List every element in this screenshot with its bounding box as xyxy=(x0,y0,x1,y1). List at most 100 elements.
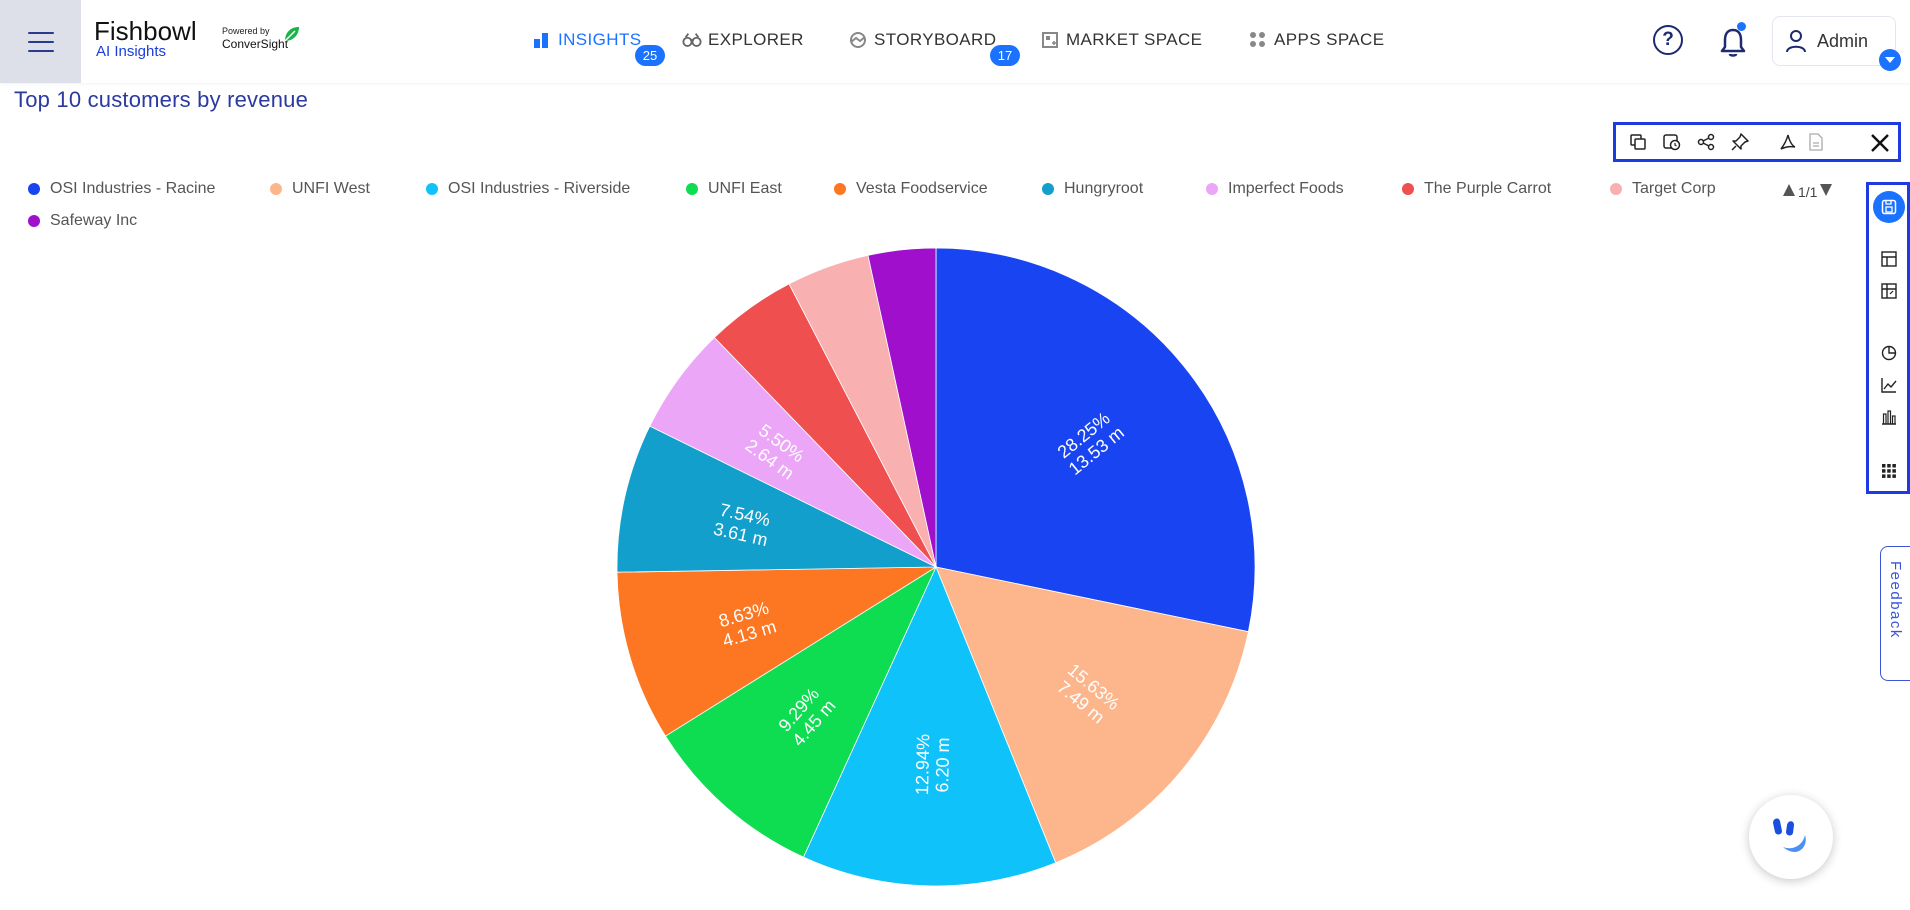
chart-legend: OSI Industries - Racine UNFI West OSI In… xyxy=(28,180,1848,240)
legend-label: Vesta Foodservice xyxy=(856,180,988,197)
schedule-icon[interactable] xyxy=(1662,132,1682,152)
copy-icon[interactable] xyxy=(1628,132,1648,152)
legend-item[interactable]: UNFI East xyxy=(686,180,782,198)
legend-item[interactable]: Vesta Foodservice xyxy=(834,180,988,198)
brand-logo[interactable]: Fishbowl AI Insights xyxy=(94,18,197,60)
storyboard-icon xyxy=(848,30,868,50)
legend-item[interactable]: The Purple Carrot xyxy=(1402,180,1551,198)
save-icon xyxy=(1881,199,1897,215)
slice-value-label: 6.20 m xyxy=(932,737,953,792)
bar-chart-icon[interactable] xyxy=(1879,407,1899,427)
nav-apps-space[interactable]: APPS SPACE xyxy=(1248,27,1384,53)
legend-swatch xyxy=(1402,183,1414,195)
pie-chart-icon[interactable] xyxy=(1879,343,1899,363)
legend-label: OSI Industries - Riverside xyxy=(448,180,631,197)
legend-item[interactable]: OSI Industries - Riverside xyxy=(426,180,630,198)
feedback-tab[interactable]: Feedback xyxy=(1880,546,1910,681)
slice-data-label: 12.94%6.20 m xyxy=(912,734,953,795)
legend-item[interactable]: Hungryroot xyxy=(1042,180,1143,198)
legend-label: OSI Industries - Racine xyxy=(50,180,216,197)
legend-swatch xyxy=(1042,183,1054,195)
pie-slice-3[interactable] xyxy=(664,565,937,858)
legend-swatch xyxy=(686,183,698,195)
legend-label: Target Corp xyxy=(1632,180,1716,197)
hamburger-menu-button[interactable] xyxy=(0,0,81,83)
page-title: Top 10 customers by revenue xyxy=(14,87,308,112)
legend-label: UNFI East xyxy=(708,180,782,197)
legend-next-arrow-icon[interactable] xyxy=(1819,183,1833,200)
legend-label: UNFI West xyxy=(292,180,370,197)
legend-prev-arrow-icon[interactable] xyxy=(1782,183,1796,200)
legend-swatch xyxy=(426,183,438,195)
pin-icon[interactable] xyxy=(1730,132,1750,152)
legend-swatch xyxy=(270,183,282,195)
nav-apps-space-label: APPS SPACE xyxy=(1274,30,1385,49)
legend-swatch xyxy=(1206,183,1218,195)
pdf-export-icon[interactable] xyxy=(1778,132,1798,152)
legend-swatch xyxy=(28,183,40,195)
pie-slice-1[interactable] xyxy=(935,566,1249,864)
assistant-bot-icon xyxy=(1773,818,1806,852)
user-icon xyxy=(1786,30,1806,53)
brand-name: Fishbowl xyxy=(94,16,197,46)
legend-item[interactable]: UNFI West xyxy=(270,180,370,198)
legend-label: Safeway Inc xyxy=(50,212,138,229)
legend-item[interactable]: Imperfect Foods xyxy=(1206,180,1344,198)
chart-toolbar xyxy=(1613,122,1901,162)
bell-icon xyxy=(1720,28,1746,57)
legend-item[interactable]: Target Corp xyxy=(1610,180,1716,198)
legend-swatch xyxy=(834,183,846,195)
legend-pager: 1/1 xyxy=(1782,183,1833,200)
save-button[interactable] xyxy=(1873,191,1905,223)
more-charts-grid-icon[interactable] xyxy=(1879,461,1899,481)
powered-by: Powered by ConverSight xyxy=(222,26,299,51)
chevron-down-icon[interactable] xyxy=(1879,49,1901,71)
pie-slice-0[interactable] xyxy=(935,247,1256,633)
legend-label: The Purple Carrot xyxy=(1424,180,1552,197)
legend-item[interactable]: OSI Industries - Racine xyxy=(28,180,215,198)
nav-market-space-label: MARKET SPACE xyxy=(1066,30,1203,49)
pie-slice-9[interactable] xyxy=(867,247,937,568)
pie-slice-4[interactable] xyxy=(616,566,938,737)
pie-slice-2[interactable] xyxy=(802,565,1057,887)
apps-grid-icon xyxy=(1248,30,1268,50)
legend-swatch xyxy=(1610,183,1622,195)
notification-dot xyxy=(1737,22,1746,31)
assistant-chat-button[interactable] xyxy=(1749,795,1833,879)
help-icon: ? xyxy=(1662,29,1674,50)
insights-bar-icon xyxy=(532,30,552,50)
share-icon[interactable] xyxy=(1696,132,1716,152)
nav-explorer-label: EXPLORER xyxy=(708,30,804,49)
nav-market-space[interactable]: MARKET SPACE xyxy=(1040,27,1202,53)
chart-type-panel xyxy=(1866,182,1910,494)
legend-label: Hungryroot xyxy=(1064,180,1144,197)
insights-count-badge: 25 xyxy=(635,45,665,66)
legend-swatch xyxy=(28,215,40,227)
notifications-button[interactable] xyxy=(1718,22,1748,58)
hamburger-icon xyxy=(27,31,54,52)
legend-item[interactable]: Safeway Inc xyxy=(28,212,137,230)
legend-label: Imperfect Foods xyxy=(1228,180,1344,197)
top-header: Fishbowl AI Insights Powered by ConverSi… xyxy=(0,0,1910,83)
line-chart-icon[interactable] xyxy=(1879,375,1899,395)
document-export-icon[interactable] xyxy=(1806,132,1826,152)
legend-page-indicator: 1/1 xyxy=(1798,183,1818,200)
feedback-label: Feedback xyxy=(1887,561,1904,639)
market-space-icon xyxy=(1040,30,1060,50)
table-view-icon[interactable] xyxy=(1879,249,1899,269)
help-button[interactable]: ? xyxy=(1653,25,1683,55)
nav-insights-label: INSIGHTS xyxy=(558,30,642,49)
user-menu[interactable]: Admin xyxy=(1772,16,1901,71)
nav-storyboard[interactable]: STORYBOARD xyxy=(848,27,996,53)
pie-slice-5[interactable] xyxy=(616,425,937,573)
conversight-leaf-icon xyxy=(284,27,299,42)
pivot-table-icon[interactable] xyxy=(1879,281,1899,301)
powered-by-name: ConverSight xyxy=(222,37,289,51)
nav-explorer[interactable]: EXPLORER xyxy=(682,27,804,53)
close-icon[interactable] xyxy=(1870,133,1890,153)
user-name: Admin xyxy=(1817,30,1869,51)
storyboard-count-badge: 17 xyxy=(990,45,1020,66)
slice-percent-label: 12.94% xyxy=(912,734,933,795)
nav-insights[interactable]: INSIGHTS xyxy=(532,27,642,53)
